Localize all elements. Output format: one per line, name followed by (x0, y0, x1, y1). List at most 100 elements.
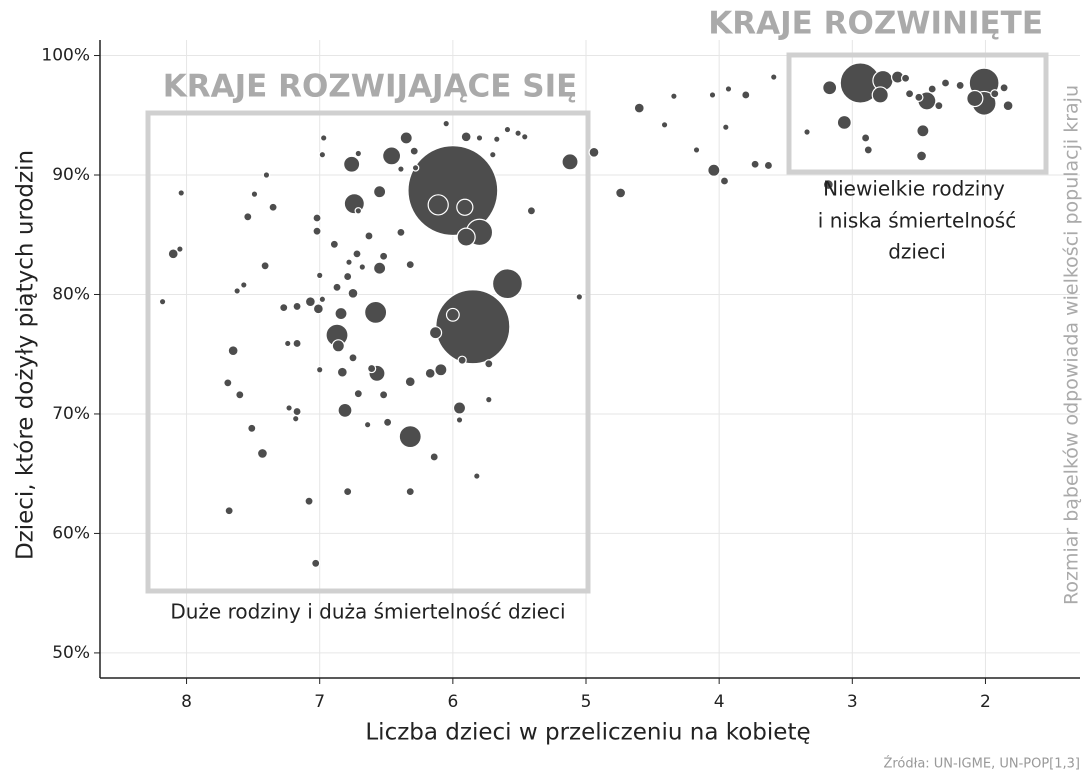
annotation: Niewielkie rodziny (823, 177, 1005, 201)
bubble (291, 414, 300, 423)
bubble (724, 85, 733, 93)
bubble (485, 395, 493, 404)
bubble (315, 365, 324, 374)
bubble (493, 135, 501, 143)
y-axis-title: Dzieci, które dożyły piątych urodzin (13, 150, 39, 560)
bubble (861, 133, 871, 143)
bubble (445, 307, 460, 322)
bubble (292, 338, 302, 349)
bubble (312, 303, 324, 315)
bubble (396, 227, 406, 237)
x-tick-label: 5 (581, 692, 592, 712)
bubble (475, 134, 484, 142)
y-tick-label: 80% (52, 284, 90, 304)
bubble (404, 376, 416, 388)
bubble (348, 353, 358, 363)
bubble (243, 212, 253, 222)
x-tick-label: 4 (714, 692, 725, 712)
bubble (822, 179, 834, 191)
bubble (633, 102, 645, 114)
bubble (405, 259, 415, 270)
bubble (863, 145, 873, 155)
bubble (268, 202, 278, 212)
bubble (353, 389, 363, 399)
bubble (292, 406, 302, 417)
bubble (367, 363, 377, 374)
bubble (343, 271, 353, 282)
bubble (871, 86, 889, 104)
bubble (442, 119, 450, 128)
bubble (382, 417, 393, 427)
bubble (343, 487, 353, 497)
bubble (473, 472, 481, 480)
bubble (167, 248, 179, 260)
y-tick-label: 50% (52, 643, 90, 663)
bubble (460, 131, 472, 143)
bubble (999, 83, 1009, 93)
bubble (352, 249, 362, 259)
bubble (227, 345, 239, 357)
bubble (407, 145, 499, 237)
bubble (750, 159, 760, 169)
bubble (692, 146, 701, 154)
bubble (378, 390, 389, 400)
bubble (803, 128, 811, 136)
bubble (177, 189, 185, 197)
bubble (427, 194, 449, 216)
bubble (247, 423, 257, 433)
bubble (940, 78, 951, 88)
bubble (1002, 100, 1014, 112)
bubble (434, 363, 448, 377)
x-tick-label: 6 (447, 692, 458, 712)
x-tick-label: 2 (980, 692, 991, 712)
bubble (304, 296, 316, 308)
bubble (364, 231, 374, 241)
bubble (262, 171, 271, 179)
bubble (224, 506, 234, 516)
annotation: KRAJE ROZWINIĘTE (708, 6, 1043, 42)
bubble (503, 125, 512, 134)
bubble (904, 89, 915, 99)
annotation: Duże rodziny i duża śmiertelność dzieci (170, 600, 565, 624)
bubble (707, 163, 721, 177)
bubble (491, 268, 523, 300)
bubble (927, 84, 937, 94)
bubble (292, 301, 302, 312)
bubble (900, 73, 911, 83)
bubble (409, 146, 419, 156)
bubble (822, 80, 838, 96)
bubble (318, 295, 327, 304)
bubble (660, 121, 669, 129)
bubble (354, 149, 363, 158)
bubble (347, 287, 359, 299)
bubble (916, 124, 930, 138)
bubble (364, 300, 388, 325)
bubble (354, 207, 363, 215)
bubble (399, 131, 413, 145)
y-tick-label: 60% (52, 523, 90, 543)
bubble (990, 89, 1000, 99)
developed-region (786, 52, 1049, 175)
bubble (836, 114, 852, 130)
bubble (363, 420, 372, 429)
bubble (343, 155, 361, 173)
bubble (319, 134, 328, 142)
x-tick-label: 8 (181, 692, 192, 712)
bubbles (158, 62, 1014, 568)
y-tick-label: 70% (52, 404, 90, 424)
bubble (526, 206, 537, 216)
bubble (256, 447, 268, 459)
bubble (769, 73, 778, 81)
bubble (250, 190, 259, 198)
bubble (318, 150, 327, 159)
developing-region (145, 110, 591, 594)
bubble (240, 281, 248, 289)
bubble (561, 153, 579, 171)
bubble (916, 150, 928, 162)
bubble (741, 90, 751, 100)
x-tick-label: 7 (314, 692, 325, 712)
bubble (452, 401, 467, 415)
y-tick-label: 90% (52, 165, 90, 185)
bubble (398, 425, 422, 449)
bubble (336, 366, 348, 378)
